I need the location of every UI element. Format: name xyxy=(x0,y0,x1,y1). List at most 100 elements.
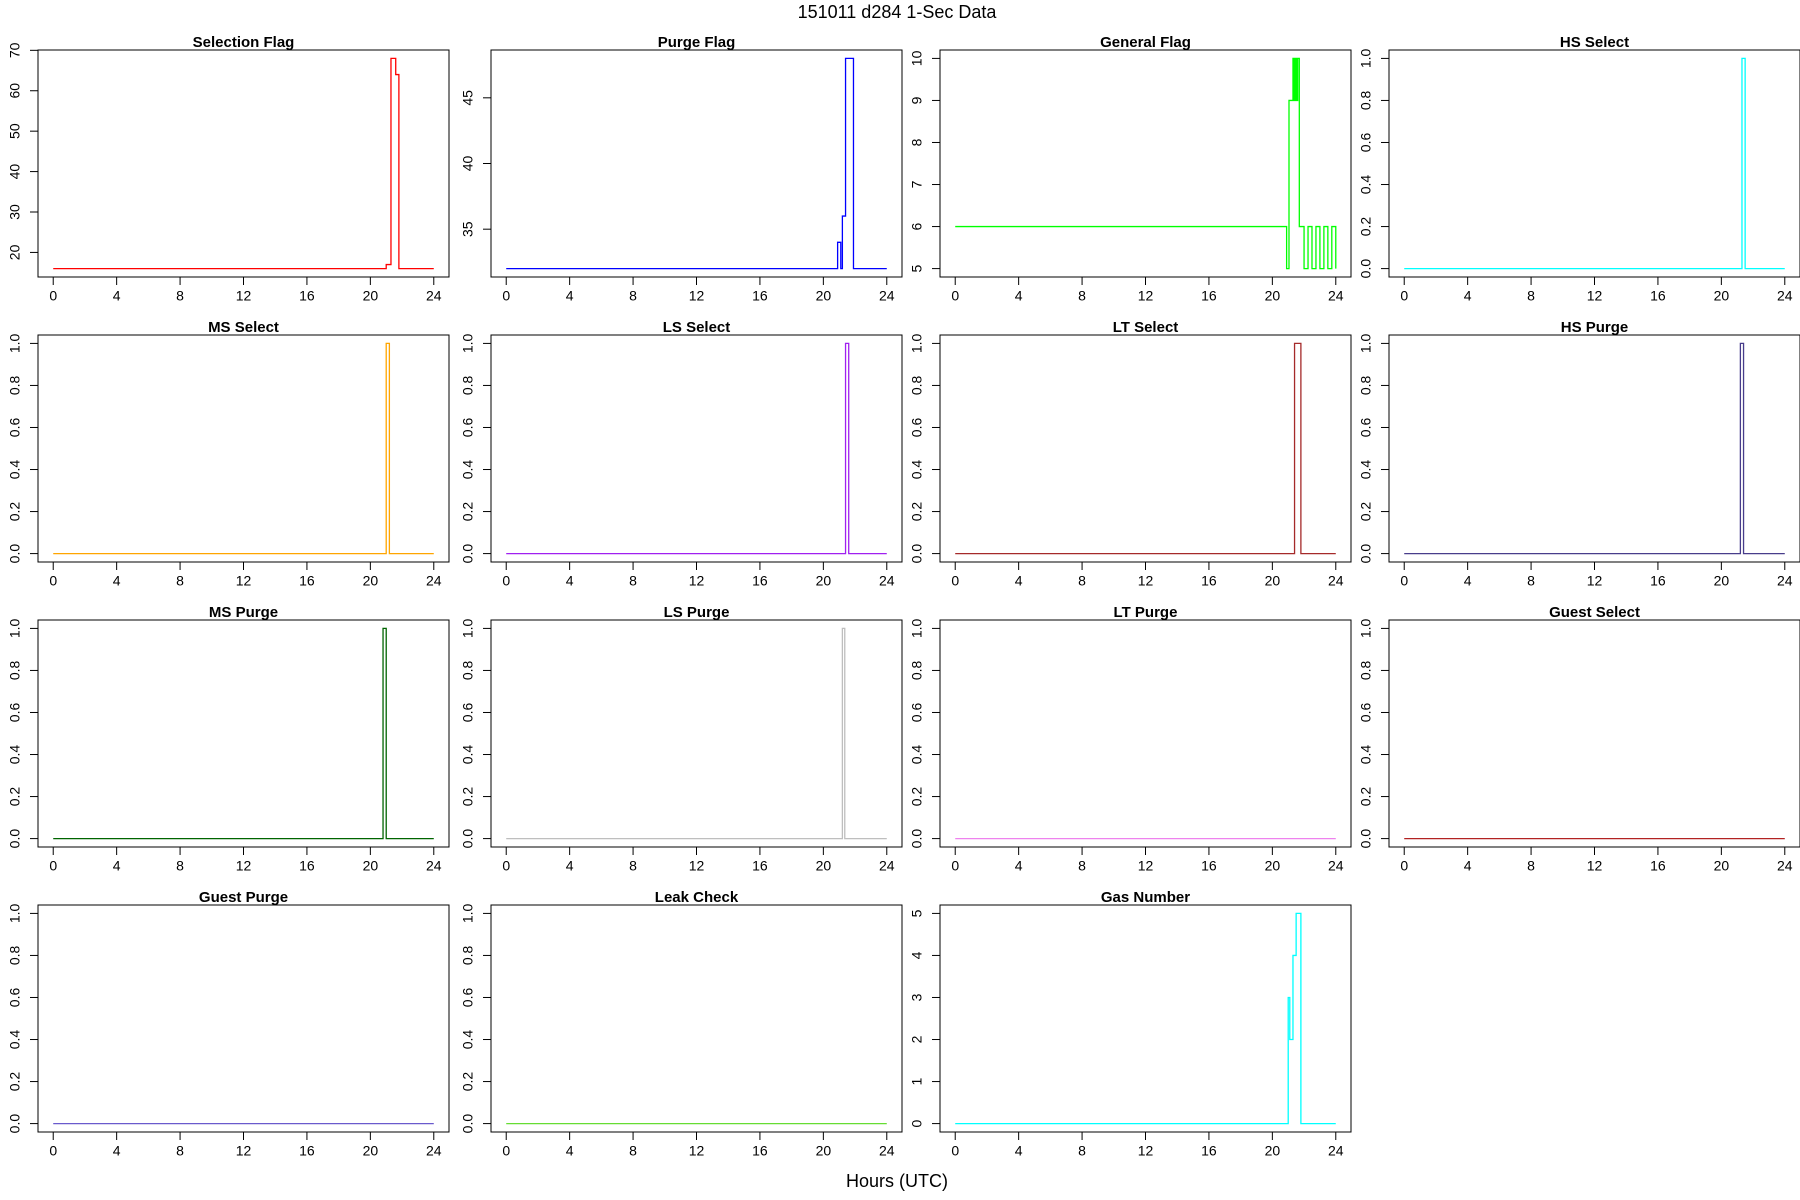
y-tick-label: 0.0 xyxy=(7,829,23,849)
y-tick-label: 0.8 xyxy=(7,661,23,681)
x-tick-label: 20 xyxy=(816,288,832,304)
x-tick-label: 16 xyxy=(1201,858,1217,874)
x-tick-label: 20 xyxy=(363,288,379,304)
panel-title: Guest Select xyxy=(1549,604,1640,621)
y-tick-label: 1.0 xyxy=(460,618,476,638)
x-tick-label: 24 xyxy=(879,858,895,874)
panel: LT Select 0 4 8 12 16 20 24 0.0 0.2 0.4 0.6 0.8 1.0 xyxy=(909,319,1352,589)
x-tick-label: 12 xyxy=(689,1143,705,1159)
panel-title: Gas Number xyxy=(1101,889,1190,906)
y-tick-label: 5 xyxy=(909,909,925,917)
y-tick-label: 0.0 xyxy=(460,1114,476,1134)
panel-title: HS Select xyxy=(1560,34,1629,51)
y-tick-label: 1.0 xyxy=(1358,48,1374,68)
y-tick-label: 0.0 xyxy=(460,544,476,564)
x-tick-label: 8 xyxy=(176,288,184,304)
y-tick-label: 1.0 xyxy=(909,618,925,638)
x-tick-label: 16 xyxy=(299,288,315,304)
y-tick-label: 0.6 xyxy=(1358,418,1374,438)
y-tick-label: 45 xyxy=(460,90,476,106)
plot-frame xyxy=(37,619,450,848)
x-tick-label: 4 xyxy=(1015,858,1023,874)
x-tick-label: 8 xyxy=(176,858,184,874)
x-tick-label: 0 xyxy=(49,573,57,589)
y-tick-label: 0.0 xyxy=(7,544,23,564)
x-tick-label: 8 xyxy=(176,1143,184,1159)
y-tick-label: 0.4 xyxy=(909,745,925,765)
x-tick-label: 8 xyxy=(1078,288,1086,304)
y-tick-label: 0.2 xyxy=(7,787,23,807)
y-tick-label: 0.2 xyxy=(909,502,925,522)
y-tick-label: 0.4 xyxy=(7,745,23,765)
plot-frame xyxy=(1388,49,1800,278)
plot-frame xyxy=(490,904,903,1133)
data-line xyxy=(1404,57,1785,270)
x-tick-label: 8 xyxy=(176,573,184,589)
y-tick-label: 0.6 xyxy=(909,418,925,438)
data-line xyxy=(506,57,887,270)
x-tick-label: 12 xyxy=(1138,573,1154,589)
plot-frame xyxy=(939,619,1352,848)
panel-title: Leak Check xyxy=(655,889,739,906)
y-tick-label: 0.2 xyxy=(1358,502,1374,522)
x-tick-label: 24 xyxy=(1777,573,1793,589)
x-tick-label: 20 xyxy=(1265,288,1281,304)
x-tick-label: 0 xyxy=(49,288,57,304)
panel-title: Purge Flag xyxy=(658,34,736,51)
x-tick-label: 4 xyxy=(113,858,121,874)
y-tick-label: 0.8 xyxy=(460,661,476,681)
x-tick-label: 12 xyxy=(236,858,252,874)
panel-title: General Flag xyxy=(1100,34,1191,51)
panel: LT Purge 0 4 8 12 16 20 24 0.0 0.2 0.4 0.6 0.8 1.0 xyxy=(909,604,1352,874)
y-tick-label: 0.8 xyxy=(460,946,476,966)
x-tick-label: 20 xyxy=(1265,1143,1281,1159)
x-tick-label: 16 xyxy=(1650,288,1666,304)
y-tick-label: 1.0 xyxy=(7,333,23,353)
x-tick-label: 8 xyxy=(1078,573,1086,589)
y-tick-label: 7 xyxy=(909,180,925,188)
x-tick-label: 24 xyxy=(1777,858,1793,874)
x-tick-label: 20 xyxy=(1265,573,1281,589)
x-tick-label: 12 xyxy=(236,288,252,304)
y-tick-label: 1.0 xyxy=(909,333,925,353)
y-tick-label: 6 xyxy=(909,222,925,230)
plot-frame xyxy=(939,49,1352,278)
x-tick-label: 8 xyxy=(1078,1143,1086,1159)
panel: MS Select 0 4 8 12 16 20 24 0.0 0.2 0.4 0.6 0.8 1.0 xyxy=(7,319,450,589)
x-tick-label: 24 xyxy=(1328,288,1344,304)
plot-frame xyxy=(37,334,450,563)
x-tick-label: 16 xyxy=(299,858,315,874)
y-tick-label: 8 xyxy=(909,138,925,146)
y-tick-label: 1.0 xyxy=(460,333,476,353)
x-tick-label: 0 xyxy=(951,573,959,589)
y-tick-label: 0.4 xyxy=(1358,745,1374,765)
y-tick-label: 0.2 xyxy=(460,787,476,807)
data-line xyxy=(53,627,434,840)
x-tick-label: 12 xyxy=(1587,288,1603,304)
y-tick-label: 0.4 xyxy=(1358,175,1374,195)
y-tick-label: 0.0 xyxy=(460,829,476,849)
x-tick-label: 4 xyxy=(1464,288,1472,304)
x-tick-label: 12 xyxy=(1138,1143,1154,1159)
x-tick-label: 20 xyxy=(1265,858,1281,874)
x-tick-label: 8 xyxy=(629,858,637,874)
plot-frame xyxy=(490,619,903,848)
x-tick-label: 4 xyxy=(1015,288,1023,304)
panel-title: HS Purge xyxy=(1561,319,1629,336)
y-tick-label: 3 xyxy=(909,993,925,1001)
y-tick-label: 0.0 xyxy=(1358,259,1374,279)
y-tick-label: 20 xyxy=(7,244,23,260)
x-tick-label: 8 xyxy=(1527,858,1535,874)
x-tick-label: 0 xyxy=(1400,288,1408,304)
y-tick-label: 0.6 xyxy=(7,703,23,723)
x-tick-label: 16 xyxy=(1650,573,1666,589)
y-tick-label: 70 xyxy=(7,42,23,58)
y-tick-label: 0.4 xyxy=(460,460,476,480)
x-tick-label: 16 xyxy=(752,573,768,589)
x-tick-label: 12 xyxy=(1138,288,1154,304)
data-line xyxy=(53,57,434,270)
panel: Purge Flag 0 4 8 12 16 20 24 35 40 45 xyxy=(460,34,903,304)
y-tick-label: 2 xyxy=(909,1035,925,1043)
y-tick-label: 0.2 xyxy=(7,502,23,522)
